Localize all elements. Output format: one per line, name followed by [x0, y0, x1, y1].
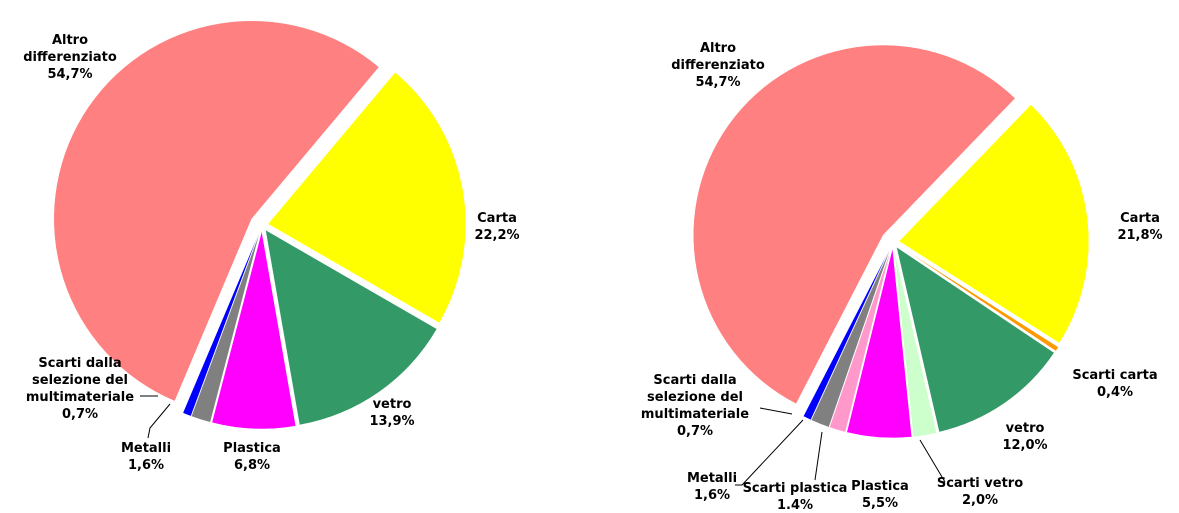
- slice-value: 2,0%: [961, 493, 999, 508]
- slice-name: Scarti plastica: [742, 481, 848, 496]
- slice-label: Metalli 1,6%: [677, 470, 747, 504]
- slice-name: Carta: [477, 211, 517, 226]
- pie-slice: [896, 246, 1055, 433]
- pie-slice: [802, 247, 891, 421]
- slice-value: 6,8%: [233, 458, 271, 473]
- slice-label: Carta 21,8%: [1105, 210, 1175, 244]
- slice-name: Altro differenziato: [23, 33, 117, 65]
- slice-value: 21,8%: [1117, 228, 1163, 243]
- slice-label: Scarti dalla selezione del multimaterial…: [633, 372, 758, 440]
- leader-line: [814, 431, 823, 481]
- slice-value: 12,0%: [1002, 438, 1048, 453]
- slice-label: Altro differenziato 54,7%: [661, 40, 776, 91]
- slice-name: Metalli: [686, 471, 738, 486]
- slice-value: 22,2%: [474, 228, 520, 243]
- slice-label: Scarti carta 0,4%: [1060, 367, 1170, 401]
- slice-label: Plastica 5,5%: [840, 478, 920, 512]
- leader-line: [147, 403, 171, 439]
- pie-slice: [693, 44, 1016, 405]
- leader-line: [735, 419, 804, 486]
- pie-slice: [182, 230, 261, 417]
- pie-slice: [810, 247, 892, 428]
- slice-value: 13,9%: [369, 414, 415, 429]
- slice-name: Scarti vetro: [936, 476, 1024, 491]
- pie-slice: [190, 230, 261, 423]
- slice-value: 5,5%: [861, 496, 899, 511]
- pie-slice: [897, 245, 1059, 352]
- pie-slice: [893, 247, 938, 438]
- slice-name: Scarti carta: [1072, 368, 1158, 383]
- slice-name: vetro: [372, 397, 412, 412]
- slice-label: vetro 12,0%: [990, 420, 1060, 454]
- slice-name: Altro differenziato: [671, 41, 765, 73]
- slice-label: Plastica 6,8%: [212, 440, 292, 474]
- slice-label: Carta 22,2%: [462, 210, 532, 244]
- leader-line: [919, 439, 946, 483]
- pie-slice: [846, 247, 913, 439]
- slice-name: Scarti dalla selezione del multimaterial…: [25, 356, 135, 405]
- pie-slice: [829, 247, 892, 433]
- pie-slice: [265, 229, 438, 426]
- slice-name: Plastica: [851, 479, 909, 494]
- slice-name: vetro: [1005, 421, 1045, 436]
- slice-value: 1,6%: [693, 488, 731, 503]
- slice-name: Scarti dalla selezione del multimaterial…: [640, 373, 750, 422]
- slice-label: Scarti plastica 1.4%: [733, 480, 858, 513]
- slice-name: Plastica: [223, 441, 281, 456]
- slice-value: 54,7%: [47, 67, 93, 82]
- leader-line: [759, 407, 793, 415]
- slice-name: Carta: [1120, 211, 1160, 226]
- slice-value: 1.4%: [776, 498, 814, 513]
- slice-label: Scarti vetro 2,0%: [925, 475, 1035, 509]
- pie-slice: [267, 71, 467, 324]
- slice-label: vetro 13,9%: [357, 396, 427, 430]
- slice-label: Metalli 1,6%: [111, 440, 181, 474]
- slice-value: 54,7%: [695, 75, 741, 90]
- slice-value: 0,7%: [676, 424, 714, 439]
- slice-name: Metalli: [120, 441, 172, 456]
- pie-slice: [211, 230, 297, 430]
- slice-value: 1,6%: [127, 458, 165, 473]
- pie-slice: [898, 104, 1090, 344]
- slice-value: 0,7%: [61, 407, 99, 422]
- slice-value: 0,4%: [1096, 385, 1134, 400]
- pie-slice: [53, 20, 380, 402]
- slice-label: Altro differenziato 54,7%: [13, 32, 128, 83]
- slice-label: Scarti dalla selezione del multimaterial…: [18, 355, 143, 423]
